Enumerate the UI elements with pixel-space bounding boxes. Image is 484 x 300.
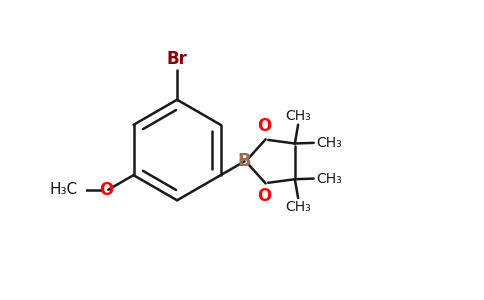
Text: O: O bbox=[257, 187, 272, 205]
Text: CH₃: CH₃ bbox=[316, 136, 342, 150]
Text: CH₃: CH₃ bbox=[285, 109, 311, 123]
Text: H₃C: H₃C bbox=[49, 182, 77, 197]
Text: CH₃: CH₃ bbox=[285, 200, 311, 214]
Text: CH₃: CH₃ bbox=[316, 172, 342, 186]
Text: O: O bbox=[100, 181, 114, 199]
Text: O: O bbox=[257, 117, 272, 135]
Text: B: B bbox=[238, 152, 251, 170]
Text: Br: Br bbox=[166, 50, 187, 68]
